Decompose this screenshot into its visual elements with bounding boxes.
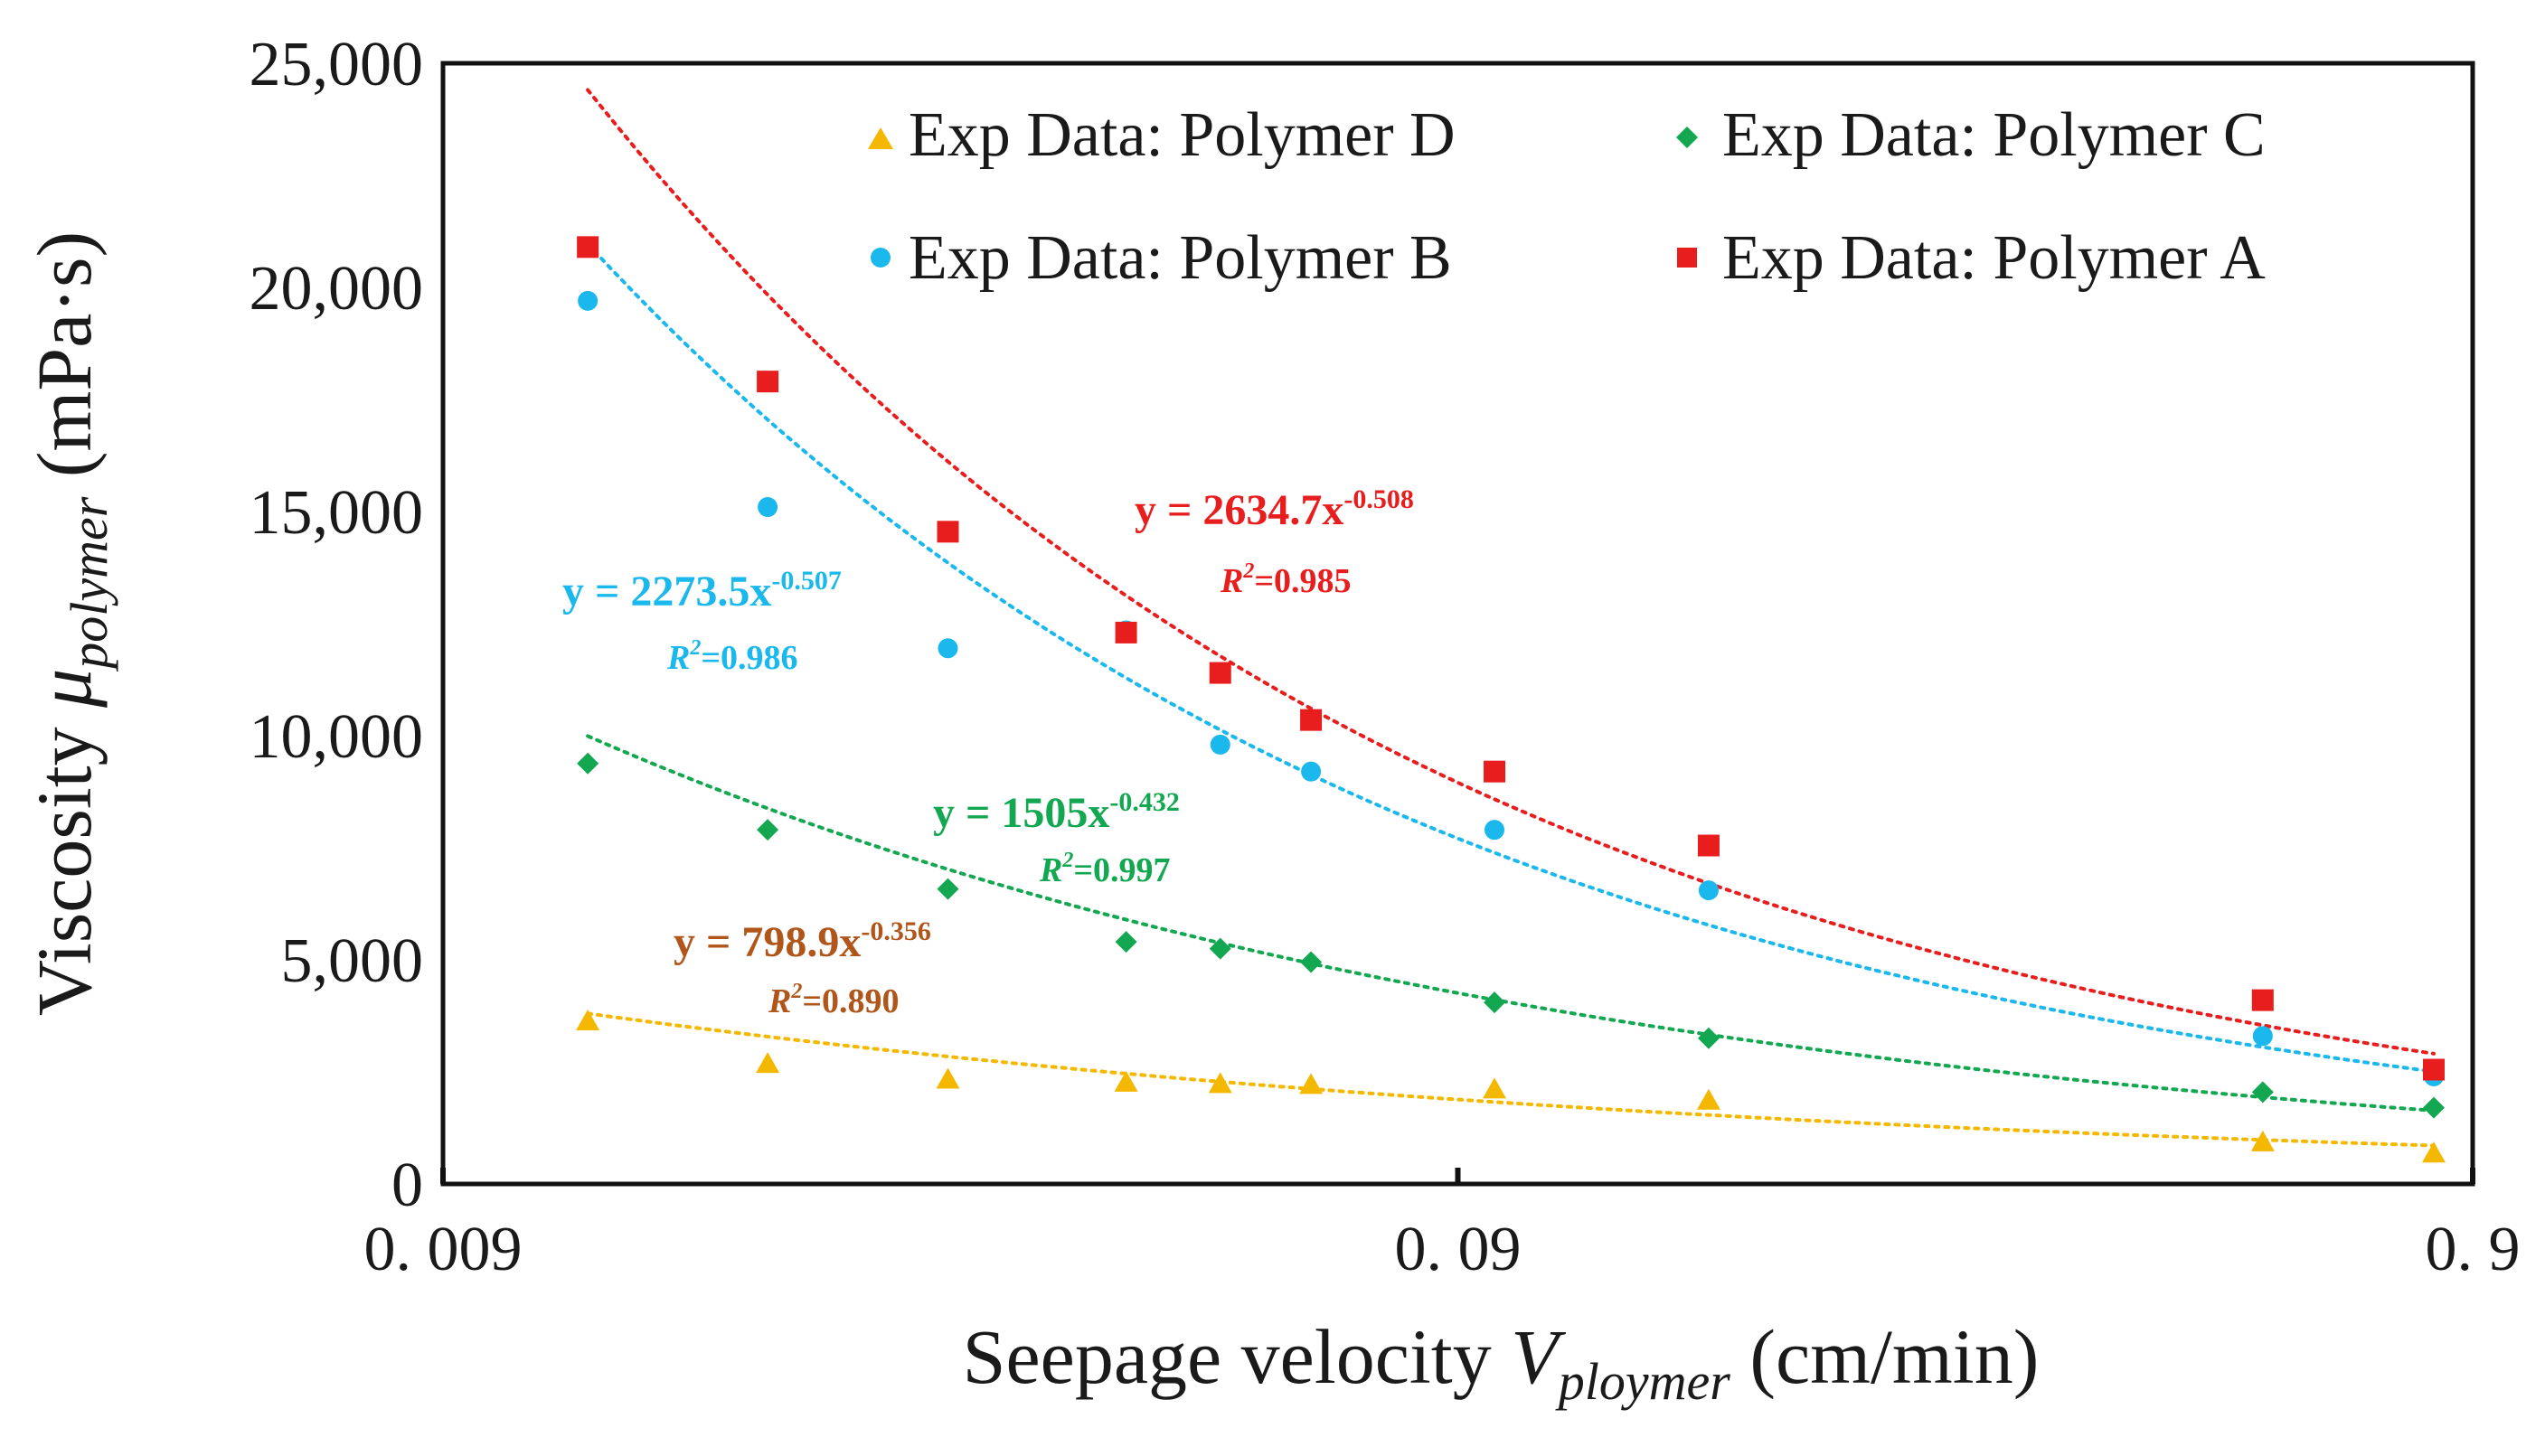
trendline-b (586, 242, 2436, 1074)
fit-r2-polymer-c: R2=0.997 (1039, 849, 1171, 889)
data-point-polymer-a (2422, 1058, 2445, 1081)
x-tick-label: 0. 9 (2426, 1215, 2521, 1284)
data-point-polymer-b (578, 290, 599, 311)
data-point-polymer-d (2250, 1130, 2275, 1151)
data-point-polymer-b (938, 638, 958, 659)
annotation-polymer-d: y = 798.9x-0.356 R2=0.890 (674, 916, 931, 1020)
data-point-polymer-c (1300, 951, 1323, 973)
data-point-polymer-d (756, 1052, 780, 1074)
data-point-polymer-d (1483, 1077, 1507, 1099)
data-point-polymer-a (937, 521, 959, 543)
data-point-polymer-d (1696, 1088, 1720, 1110)
data-point-polymer-d (936, 1067, 960, 1089)
annotation-polymer-a: y = 2634.7x-0.508 R2=0.985 (1135, 484, 1414, 600)
data-point-polymer-d (2421, 1141, 2446, 1163)
data-point-polymer-a (1209, 662, 1231, 684)
data-point-polymer-a (757, 371, 779, 393)
trendline-a (586, 88, 2436, 1056)
legend-label-polymer-a: Exp Data: Polymer A (1722, 223, 2266, 293)
data-point-polymer-d (1299, 1073, 1324, 1094)
data-point-polymer-a (1300, 709, 1323, 731)
data-point-polymer-b (1485, 820, 1505, 841)
data-point-polymer-c (2251, 1081, 2274, 1104)
y-tick-label: 10,000 (250, 702, 424, 772)
data-point-polymer-c (2422, 1096, 2445, 1119)
data-point-polymer-c (1484, 991, 1506, 1014)
data-point-polymer-c (1209, 937, 1231, 960)
legend-entry-polymer-a: Exp Data: Polymer A (1677, 223, 2266, 293)
legend: Exp Data: Polymer D Exp Data: Polymer C … (868, 100, 2266, 293)
x-tick-label: 0. 009 (364, 1215, 523, 1284)
x-axis-title: Seepage velocity Vploymer (cm/min) (963, 1313, 2040, 1411)
data-point-layer (576, 236, 2446, 1163)
data-point-polymer-a (1115, 621, 1137, 643)
fit-equation-polymer-d: y = 798.9x-0.356 (674, 916, 931, 966)
data-point-polymer-b (2252, 1026, 2273, 1047)
y-axis-title: Viscosity μpolymer (mPa·s) (21, 231, 118, 1016)
data-point-polymer-a (1484, 760, 1506, 783)
y-tick-label: 15,000 (250, 478, 424, 548)
legend-marker-triangle (868, 127, 893, 149)
y-tick-label: 0 (391, 1151, 423, 1220)
trendline-layer (586, 88, 2436, 1148)
data-point-polymer-d (1208, 1072, 1232, 1094)
data-point-polymer-b (1698, 880, 1719, 901)
data-point-polymer-d (1114, 1070, 1138, 1092)
data-point-polymer-a (1697, 834, 1720, 857)
legend-entry-polymer-c: Exp Data: Polymer C (1676, 100, 2266, 170)
legend-label-polymer-d: Exp Data: Polymer D (909, 100, 1456, 170)
data-point-polymer-d (576, 1009, 600, 1030)
data-point-polymer-c (937, 878, 959, 900)
legend-marker-circle (871, 248, 891, 268)
fit-r2-polymer-b: R2=0.986 (666, 636, 798, 677)
fit-equation-polymer-b: y = 2273.5x-0.507 (562, 566, 842, 615)
data-point-polymer-c (1115, 931, 1137, 953)
x-tick-label: 0. 09 (1395, 1215, 1522, 1284)
y-tick-label: 5,000 (281, 926, 424, 996)
legend-entry-polymer-d: Exp Data: Polymer D (868, 100, 1456, 170)
legend-marker-diamond (1676, 127, 1698, 148)
data-point-polymer-b (1301, 761, 1322, 782)
data-point-polymer-a (2251, 989, 2274, 1011)
fit-equation-polymer-c: y = 1505x-0.432 (933, 787, 1180, 837)
fit-r2-polymer-a: R2=0.985 (1220, 559, 1352, 600)
legend-marker-square (1677, 248, 1697, 268)
trendline-c (586, 734, 2436, 1113)
fit-r2-polymer-d: R2=0.890 (768, 980, 900, 1020)
data-point-polymer-b (1210, 734, 1230, 755)
legend-entry-polymer-b: Exp Data: Polymer B (871, 223, 1452, 293)
data-point-polymer-a (577, 236, 599, 258)
legend-label-polymer-c: Exp Data: Polymer C (1722, 100, 2266, 170)
fit-equation-polymer-a: y = 2634.7x-0.508 (1135, 484, 1414, 534)
data-point-polymer-c (577, 752, 599, 775)
annotation-polymer-c: y = 1505x-0.432 R2=0.997 (933, 787, 1180, 889)
data-point-polymer-c (1697, 1027, 1720, 1049)
y-tick-label: 20,000 (250, 254, 424, 324)
y-tick-label: 25,000 (250, 30, 424, 99)
annotation-polymer-b: y = 2273.5x-0.507 R2=0.986 (562, 566, 842, 677)
trendline-d (586, 1011, 2436, 1148)
data-point-polymer-c (757, 819, 779, 841)
legend-label-polymer-b: Exp Data: Polymer B (909, 223, 1452, 293)
data-point-polymer-b (758, 497, 778, 518)
tick-layer: 0 5,000 10,000 15,000 20,000 25,000 0. 009 0. 0… (250, 30, 2521, 1284)
